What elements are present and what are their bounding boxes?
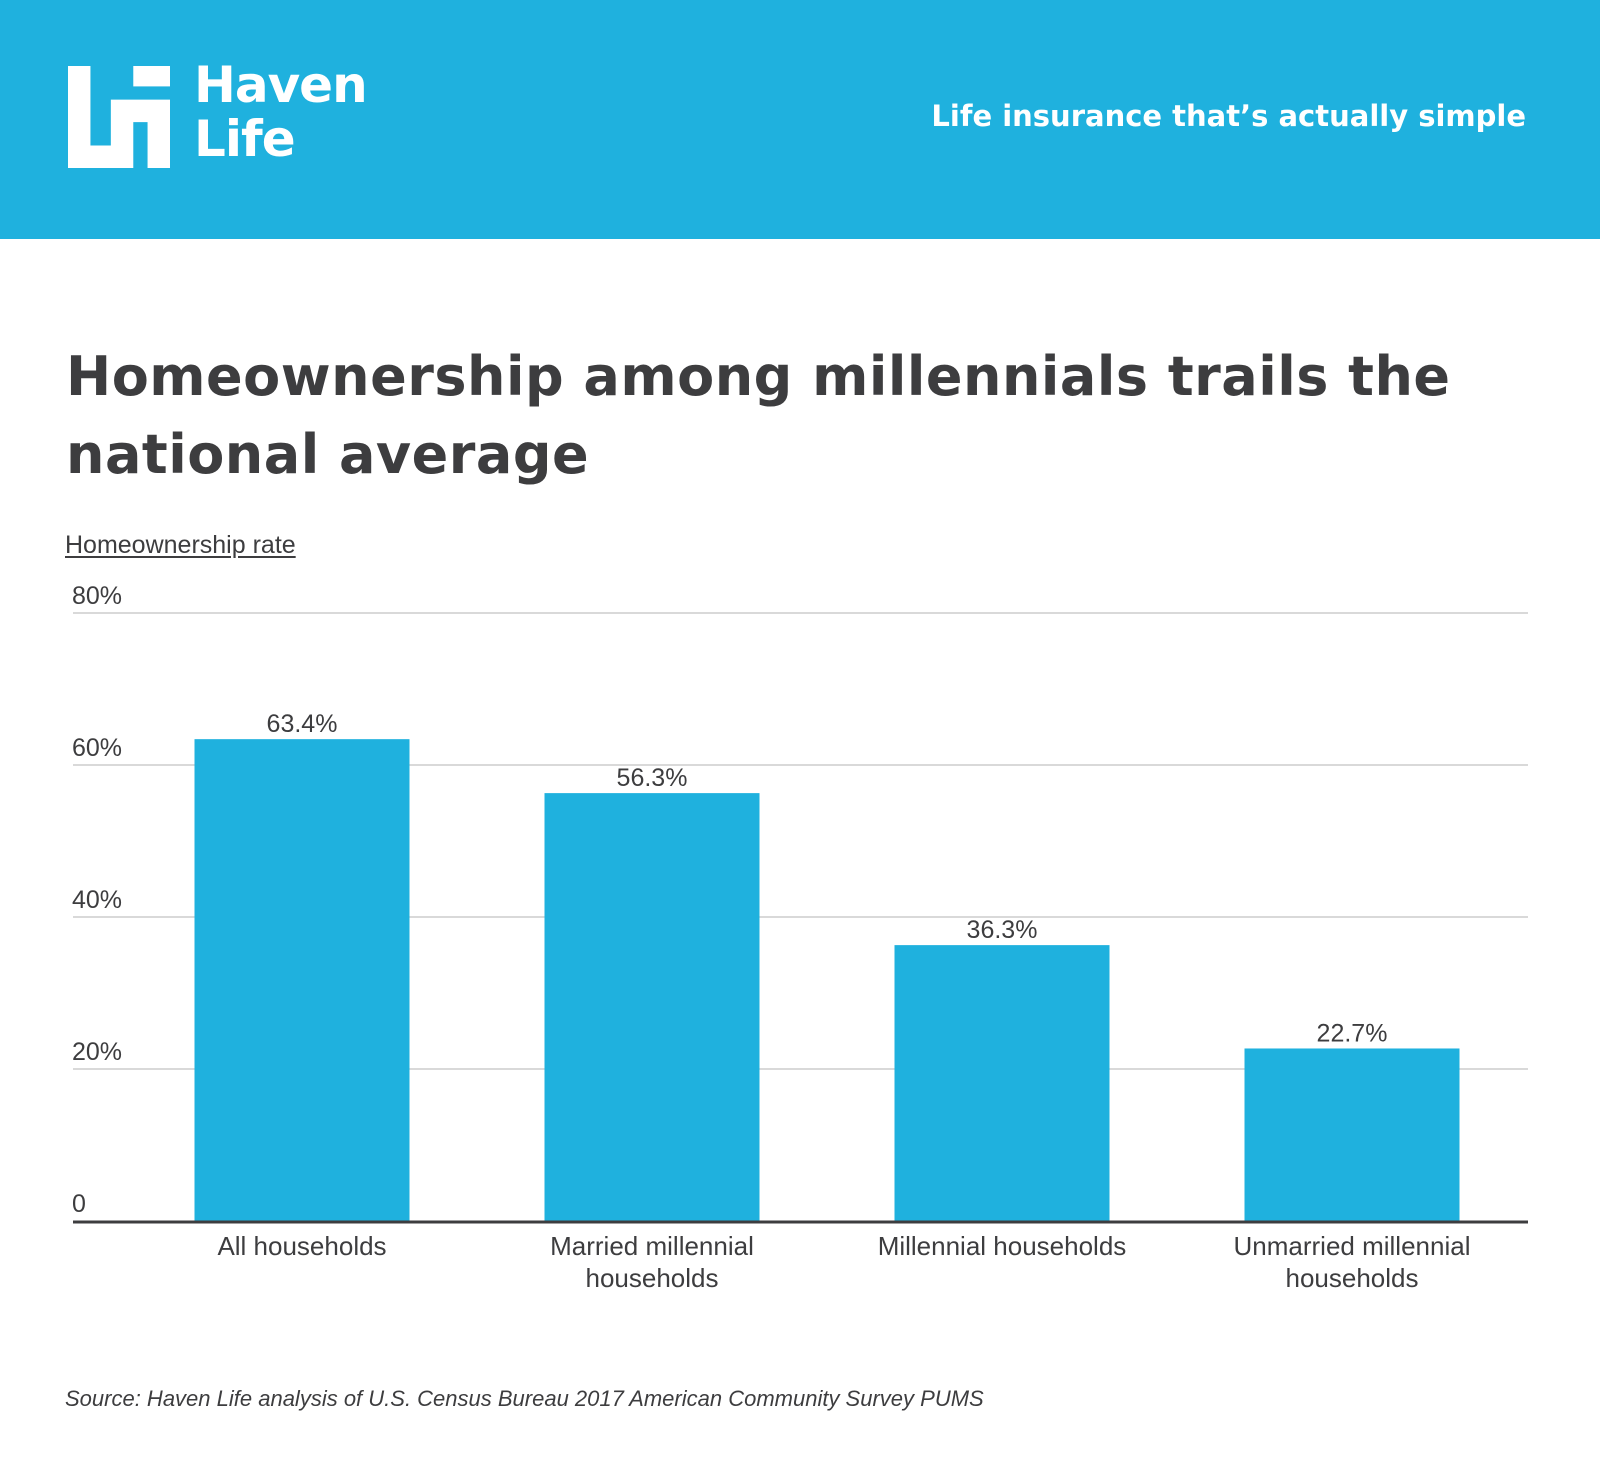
logo-word-line-1: Haven bbox=[194, 56, 368, 114]
haven-life-logo-icon bbox=[68, 66, 170, 168]
logo-wordmark: Haven Life bbox=[194, 56, 368, 168]
brand-header: Haven Life Life insurance that’s actuall… bbox=[0, 0, 1600, 239]
y-tick-label: 60% bbox=[72, 734, 122, 762]
y-tick-label: 80% bbox=[72, 582, 122, 610]
y-tick-label: 40% bbox=[72, 886, 122, 914]
x-tick-label: Millennial households bbox=[878, 1231, 1127, 1261]
bar-value-label: 63.4% bbox=[267, 710, 338, 738]
x-tick-label: households bbox=[1286, 1263, 1419, 1293]
bar-value-label: 22.7% bbox=[1317, 1019, 1388, 1047]
bar-value-label: 36.3% bbox=[967, 916, 1038, 944]
bar bbox=[894, 945, 1110, 1221]
bars bbox=[194, 739, 1460, 1221]
chart-title: Homeownership among millennials trails t… bbox=[66, 345, 1451, 486]
x-tick-label: households bbox=[586, 1263, 719, 1293]
y-axis-ticks: 0 20% 40% 60% 80% bbox=[72, 582, 122, 1218]
bar bbox=[544, 793, 760, 1221]
y-tick-label: 20% bbox=[72, 1038, 122, 1066]
value-labels: 63.4% 56.3% 36.3% 22.7% bbox=[267, 710, 1388, 1047]
logo-word-line-2: Life bbox=[194, 110, 296, 168]
x-tick-label: Unmarried millennial bbox=[1234, 1231, 1471, 1261]
x-tick-label: All households bbox=[217, 1231, 386, 1261]
x-tick-label: Married millennial bbox=[550, 1231, 754, 1261]
brand-tagline: Life insurance that’s actually simple bbox=[931, 99, 1526, 133]
x-axis-ticks: All households Married millennialhousehol… bbox=[217, 1231, 1470, 1293]
bar bbox=[1244, 1048, 1460, 1221]
y-tick-label: 0 bbox=[72, 1190, 86, 1218]
source-note: Source: Haven Life analysis of U.S. Cens… bbox=[65, 1386, 984, 1411]
haven-life-logo: Haven Life bbox=[68, 58, 388, 170]
bar-value-label: 56.3% bbox=[617, 764, 688, 792]
bar bbox=[194, 739, 410, 1221]
y-axis-title: Homeownership rate bbox=[65, 531, 296, 559]
